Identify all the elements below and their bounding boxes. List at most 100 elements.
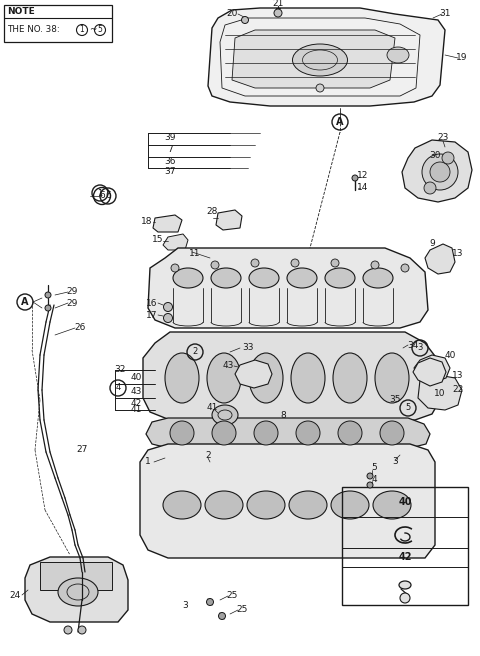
Text: A: A <box>336 117 344 127</box>
Text: 27: 27 <box>76 445 88 455</box>
Circle shape <box>424 182 436 194</box>
Ellipse shape <box>211 268 241 288</box>
Text: 26: 26 <box>74 323 86 333</box>
Circle shape <box>78 626 86 634</box>
Text: 40: 40 <box>130 373 142 382</box>
Circle shape <box>211 261 219 269</box>
Ellipse shape <box>207 353 241 403</box>
Text: 6: 6 <box>105 192 111 201</box>
Ellipse shape <box>363 268 393 288</box>
Text: 43: 43 <box>222 361 234 369</box>
Circle shape <box>442 152 454 164</box>
Text: 33: 33 <box>242 344 254 352</box>
Bar <box>40 562 112 590</box>
Bar <box>342 487 468 605</box>
Ellipse shape <box>58 578 98 606</box>
Text: 42: 42 <box>131 398 142 407</box>
Ellipse shape <box>375 353 409 403</box>
Text: 34: 34 <box>408 340 419 350</box>
Text: 41: 41 <box>130 405 142 415</box>
Text: 25: 25 <box>236 605 248 615</box>
Circle shape <box>45 305 51 311</box>
Ellipse shape <box>331 491 369 519</box>
Text: 10: 10 <box>434 390 446 398</box>
Text: 5: 5 <box>97 26 102 35</box>
Text: 3: 3 <box>182 602 188 611</box>
Text: 2: 2 <box>205 451 211 461</box>
Text: 22: 22 <box>452 386 464 394</box>
Text: 4: 4 <box>371 476 377 485</box>
Text: 3: 3 <box>417 344 423 352</box>
Polygon shape <box>153 215 182 232</box>
Polygon shape <box>148 248 428 328</box>
Text: 3: 3 <box>392 457 398 466</box>
Circle shape <box>251 259 259 267</box>
Text: 35: 35 <box>389 396 401 405</box>
Text: 13: 13 <box>452 249 464 258</box>
Text: 29: 29 <box>66 298 78 308</box>
Ellipse shape <box>205 491 243 519</box>
Text: 14: 14 <box>357 184 369 192</box>
Ellipse shape <box>373 491 411 519</box>
Ellipse shape <box>333 353 367 403</box>
Polygon shape <box>235 360 272 388</box>
Text: 1: 1 <box>145 457 151 466</box>
Text: 31: 31 <box>439 9 451 18</box>
Text: 20: 20 <box>226 9 238 18</box>
Ellipse shape <box>165 353 199 403</box>
Ellipse shape <box>247 491 285 519</box>
Text: 25: 25 <box>226 592 238 600</box>
Text: 40: 40 <box>398 497 412 507</box>
Text: 6: 6 <box>99 192 105 201</box>
Text: 40: 40 <box>444 352 456 361</box>
Ellipse shape <box>289 491 327 519</box>
Circle shape <box>331 259 339 267</box>
Text: NOTE: NOTE <box>7 7 35 16</box>
Text: 24: 24 <box>10 590 21 600</box>
Circle shape <box>430 162 450 182</box>
Ellipse shape <box>212 405 238 425</box>
Circle shape <box>401 264 409 272</box>
Polygon shape <box>146 418 430 448</box>
Polygon shape <box>163 234 188 250</box>
Ellipse shape <box>399 581 411 589</box>
Text: 42: 42 <box>398 552 412 562</box>
Polygon shape <box>402 140 472 202</box>
Polygon shape <box>418 375 462 410</box>
Polygon shape <box>140 444 435 558</box>
Text: 11: 11 <box>189 249 201 258</box>
Text: 32: 32 <box>114 365 126 375</box>
Text: 5: 5 <box>371 464 377 472</box>
Ellipse shape <box>325 268 355 288</box>
Ellipse shape <box>292 44 348 76</box>
Text: 4: 4 <box>115 384 120 392</box>
Circle shape <box>352 175 358 181</box>
Polygon shape <box>25 557 128 622</box>
Polygon shape <box>208 8 445 106</box>
Ellipse shape <box>291 353 325 403</box>
Text: A: A <box>21 297 29 307</box>
Text: 12: 12 <box>357 171 369 180</box>
Text: THE NO. 38:: THE NO. 38: <box>7 26 62 35</box>
Text: 15: 15 <box>152 236 164 245</box>
Polygon shape <box>232 30 395 88</box>
Circle shape <box>218 613 226 619</box>
Circle shape <box>212 421 236 445</box>
Circle shape <box>241 16 249 24</box>
Text: 28: 28 <box>206 207 218 216</box>
Ellipse shape <box>173 268 203 288</box>
Circle shape <box>170 421 194 445</box>
Circle shape <box>338 421 362 445</box>
Text: 1: 1 <box>80 26 84 35</box>
Text: 16: 16 <box>146 298 158 308</box>
Text: 23: 23 <box>437 134 449 142</box>
Circle shape <box>380 421 404 445</box>
Ellipse shape <box>249 268 279 288</box>
Text: ~: ~ <box>89 26 96 35</box>
Text: 1: 1 <box>97 188 103 197</box>
Circle shape <box>400 593 410 603</box>
Circle shape <box>316 84 324 92</box>
Text: 43: 43 <box>130 386 142 396</box>
Polygon shape <box>414 355 450 382</box>
Circle shape <box>367 473 373 479</box>
